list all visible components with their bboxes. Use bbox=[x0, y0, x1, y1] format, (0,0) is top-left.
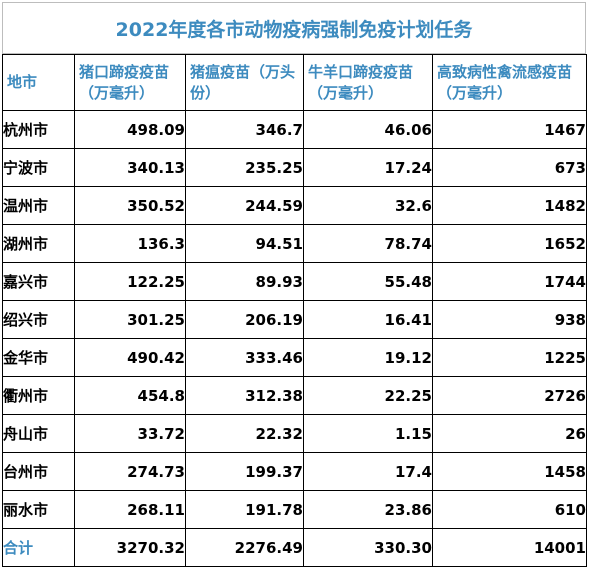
pig-fmd-value-cell: 274.73 bbox=[74, 452, 186, 491]
table-row: 湖州市 136.3 94.51 78.74 1652 bbox=[2, 224, 587, 263]
avian-influenza-value-cell: 1482 bbox=[432, 186, 587, 225]
table-row: 金华市 490.42 333.46 19.12 1225 bbox=[2, 338, 587, 377]
swine-fever-value-cell: 312.38 bbox=[185, 376, 304, 415]
cattle-sheep-fmd-value-cell: 32.6 bbox=[303, 186, 433, 225]
pig-fmd-value-cell: 340.13 bbox=[74, 148, 186, 187]
city-cell: 绍兴市 bbox=[2, 300, 75, 339]
swine-fever-value-cell: 206.19 bbox=[185, 300, 304, 339]
pig-fmd-value-cell: 33.72 bbox=[74, 414, 186, 453]
avian-influenza-value-cell: 610 bbox=[432, 490, 587, 529]
city-cell: 温州市 bbox=[2, 186, 75, 225]
swine-fever-value-cell: 244.59 bbox=[185, 186, 304, 225]
swine-fever-value-cell: 191.78 bbox=[185, 490, 304, 529]
pig-fmd-value-cell: 490.42 bbox=[74, 338, 186, 377]
swine-fever-value-cell: 199.37 bbox=[185, 452, 304, 491]
avian-influenza-value-cell: 673 bbox=[432, 148, 587, 187]
avian-influenza-value-cell: 938 bbox=[432, 300, 587, 339]
cattle-sheep-fmd-value-cell: 55.48 bbox=[303, 262, 433, 301]
column-header-avian-influenza-vaccine: 高致病性禽流感疫苗（万毫升） bbox=[432, 54, 587, 111]
avian-influenza-value-cell: 1225 bbox=[432, 338, 587, 377]
cattle-sheep-fmd-value-cell: 19.12 bbox=[303, 338, 433, 377]
swine-fever-value-cell: 2276.49 bbox=[185, 528, 304, 567]
pig-fmd-value-cell: 122.25 bbox=[74, 262, 186, 301]
city-cell: 台州市 bbox=[2, 452, 75, 491]
cattle-sheep-fmd-value-cell: 16.41 bbox=[303, 300, 433, 339]
cattle-sheep-fmd-value-cell: 78.74 bbox=[303, 224, 433, 263]
table-row: 宁波市 340.13 235.25 17.24 673 bbox=[2, 148, 587, 187]
column-header-cattle-sheep-fmd-vaccine: 牛羊口蹄疫疫苗（万毫升） bbox=[303, 54, 433, 111]
swine-fever-value-cell: 235.25 bbox=[185, 148, 304, 187]
column-header-swine-fever-vaccine: 猪瘟疫苗（万头份） bbox=[185, 54, 304, 111]
city-cell: 宁波市 bbox=[2, 148, 75, 187]
table-row: 舟山市 33.72 22.32 1.15 26 bbox=[2, 414, 587, 453]
swine-fever-value-cell: 333.46 bbox=[185, 338, 304, 377]
table-row: 绍兴市 301.25 206.19 16.41 938 bbox=[2, 300, 587, 339]
city-cell: 嘉兴市 bbox=[2, 262, 75, 301]
table-row: 丽水市 268.11 191.78 23.86 610 bbox=[2, 490, 587, 529]
column-header-pig-fmd-vaccine: 猪口蹄疫疫苗（万毫升） bbox=[74, 54, 186, 111]
table-row: 嘉兴市 122.25 89.93 55.48 1744 bbox=[2, 262, 587, 301]
total-row: 合计 3270.32 2276.49 330.30 14001 bbox=[2, 528, 587, 567]
swine-fever-value-cell: 22.32 bbox=[185, 414, 304, 453]
city-cell: 合计 bbox=[2, 528, 75, 567]
pig-fmd-value-cell: 268.11 bbox=[74, 490, 186, 529]
pig-fmd-value-cell: 301.25 bbox=[74, 300, 186, 339]
city-cell: 杭州市 bbox=[2, 110, 75, 149]
avian-influenza-value-cell: 1652 bbox=[432, 224, 587, 263]
city-cell: 湖州市 bbox=[2, 224, 75, 263]
city-cell: 丽水市 bbox=[2, 490, 75, 529]
table-row: 台州市 274.73 199.37 17.4 1458 bbox=[2, 452, 587, 491]
city-cell: 舟山市 bbox=[2, 414, 75, 453]
table-row: 温州市 350.52 244.59 32.6 1482 bbox=[2, 186, 587, 225]
cattle-sheep-fmd-value-cell: 23.86 bbox=[303, 490, 433, 529]
city-cell: 金华市 bbox=[2, 338, 75, 377]
swine-fever-value-cell: 346.7 bbox=[185, 110, 304, 149]
vaccination-plan-table: 地市 猪口蹄疫疫苗（万毫升） 猪瘟疫苗（万头份） 牛羊口蹄疫疫苗（万毫升） 高致… bbox=[2, 54, 587, 567]
table-body: 杭州市 498.09 346.7 46.06 1467 宁波市 340.13 235.25 17… bbox=[2, 110, 587, 567]
table-row: 杭州市 498.09 346.7 46.06 1467 bbox=[2, 110, 587, 149]
city-cell: 衢州市 bbox=[2, 376, 75, 415]
avian-influenza-value-cell: 1744 bbox=[432, 262, 587, 301]
cattle-sheep-fmd-value-cell: 1.15 bbox=[303, 414, 433, 453]
cattle-sheep-fmd-value-cell: 46.06 bbox=[303, 110, 433, 149]
cattle-sheep-fmd-value-cell: 22.25 bbox=[303, 376, 433, 415]
pig-fmd-value-cell: 454.8 bbox=[74, 376, 186, 415]
avian-influenza-value-cell: 2726 bbox=[432, 376, 587, 415]
avian-influenza-value-cell: 1467 bbox=[432, 110, 587, 149]
avian-influenza-value-cell: 26 bbox=[432, 414, 587, 453]
cattle-sheep-fmd-value-cell: 17.4 bbox=[303, 452, 433, 491]
cattle-sheep-fmd-value-cell: 17.24 bbox=[303, 148, 433, 187]
pig-fmd-value-cell: 136.3 bbox=[74, 224, 186, 263]
cattle-sheep-fmd-value-cell: 330.30 bbox=[303, 528, 433, 567]
column-header-city: 地市 bbox=[2, 54, 75, 111]
avian-influenza-value-cell: 1458 bbox=[432, 452, 587, 491]
pig-fmd-value-cell: 498.09 bbox=[74, 110, 186, 149]
pig-fmd-value-cell: 350.52 bbox=[74, 186, 186, 225]
header-row: 地市 猪口蹄疫疫苗（万毫升） 猪瘟疫苗（万头份） 牛羊口蹄疫疫苗（万毫升） 高致… bbox=[2, 54, 587, 111]
table-row: 衢州市 454.8 312.38 22.25 2726 bbox=[2, 376, 587, 415]
swine-fever-value-cell: 94.51 bbox=[185, 224, 304, 263]
swine-fever-value-cell: 89.93 bbox=[185, 262, 304, 301]
table-title: 2022年度各市动物疫病强制免疫计划任务 bbox=[2, 2, 586, 54]
pig-fmd-value-cell: 3270.32 bbox=[74, 528, 186, 567]
avian-influenza-value-cell: 14001 bbox=[432, 528, 587, 567]
